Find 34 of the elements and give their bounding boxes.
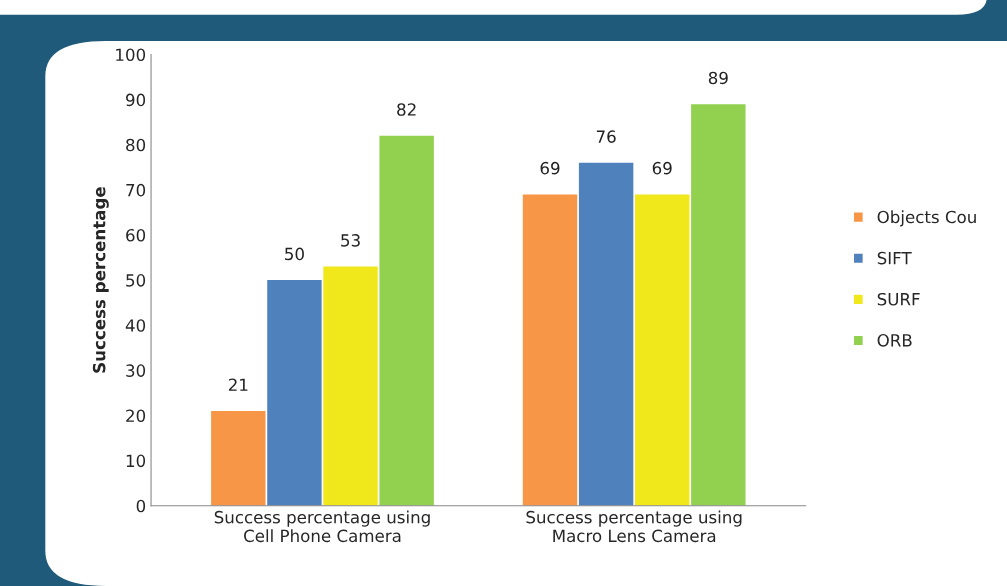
bar	[635, 194, 690, 506]
bar	[578, 162, 634, 506]
y-tick-label: 80	[126, 138, 146, 152]
legend-label: SURF	[877, 292, 920, 306]
data-label: 76	[596, 130, 616, 143]
bar	[323, 266, 378, 506]
bar	[267, 280, 322, 506]
data-label: 50	[285, 247, 304, 261]
x-tick-label: Success percentage using Macro Lens Camera	[526, 510, 742, 543]
y-tick-label: 90	[126, 93, 146, 107]
y-tick-label: 100	[116, 48, 146, 62]
data-label: 53	[341, 234, 360, 247]
y-tick-label: 40	[125, 319, 146, 332]
y-tick-label: 30	[126, 364, 146, 377]
y-tick-label: 70	[126, 183, 146, 197]
legend-label: SIFT	[877, 251, 912, 265]
bar	[379, 135, 434, 506]
y-tick-label: 0	[136, 499, 146, 513]
y-axis-title: Success percentage	[92, 187, 109, 373]
data-label: 69	[540, 161, 560, 175]
bar	[211, 410, 266, 506]
x-tick-label: Success percentage using Cell Phone Camera	[214, 510, 430, 543]
y-tick-label: 10	[126, 454, 146, 468]
y-tick-label: 50	[126, 274, 146, 287]
y-tick-label: 20	[126, 409, 146, 423]
bar	[691, 104, 746, 506]
data-label: 89	[708, 71, 728, 85]
legend-label: ORB	[877, 334, 912, 347]
data-label: 21	[228, 378, 248, 391]
bar	[522, 194, 578, 506]
legend-label: Objects Cou	[877, 210, 976, 227]
data-label: 82	[397, 103, 416, 116]
y-tick-label: 60	[126, 228, 146, 242]
data-label: 69	[652, 161, 672, 175]
